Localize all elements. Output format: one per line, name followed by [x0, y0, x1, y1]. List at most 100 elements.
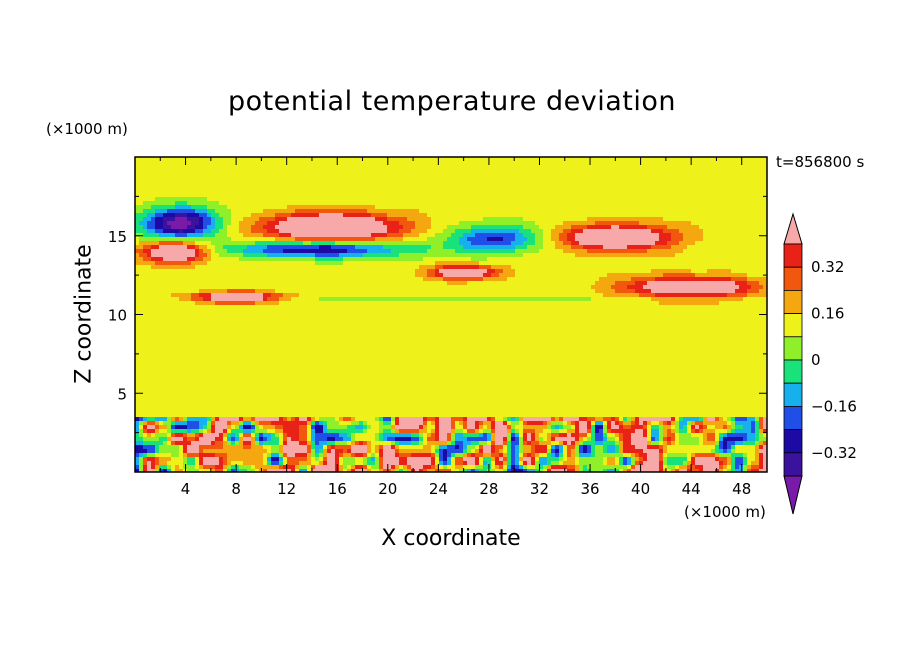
heatmap-cell [167, 209, 195, 213]
heatmap-cell [427, 421, 431, 425]
heatmap-cell [243, 421, 251, 425]
heatmap-cell [451, 453, 455, 457]
heatmap-cell [163, 225, 171, 229]
heatmap-cell [447, 449, 463, 453]
heatmap-cell [135, 273, 415, 277]
heatmap-cell [651, 421, 659, 425]
heatmap-cell [163, 257, 187, 261]
heatmap-cell [615, 417, 619, 421]
heatmap-cell [299, 441, 307, 445]
heatmap-cell [155, 197, 207, 201]
heatmap-cell [175, 201, 187, 205]
heatmap-cell [515, 437, 519, 441]
heatmap-cell [595, 221, 639, 225]
heatmap-cell [175, 217, 187, 221]
heatmap-cell [223, 429, 227, 433]
heatmap-cell [279, 297, 291, 301]
heatmap-cell [147, 213, 155, 217]
heatmap-cell [591, 449, 595, 453]
heatmap-cell [695, 461, 719, 465]
heatmap-cell [539, 453, 547, 457]
heatmap-cell [175, 421, 187, 425]
heatmap-cell [595, 289, 615, 293]
heatmap-cell [223, 225, 227, 229]
colorbar-swatch [783, 243, 803, 268]
heatmap-cell [503, 269, 515, 273]
heatmap-cell [651, 425, 659, 429]
heatmap-cell [259, 433, 263, 437]
heatmap-cell [135, 393, 767, 397]
heatmap-cell [675, 433, 679, 437]
heatmap-cell [603, 441, 615, 445]
heatmap-cell [579, 453, 591, 457]
heatmap-cell [567, 433, 571, 437]
heatmap-cell [659, 445, 663, 449]
heatmap-cell [227, 421, 231, 425]
heatmap-cell [291, 437, 299, 441]
heatmap-cell [135, 289, 199, 293]
heatmap-cell [675, 441, 679, 445]
heatmap-cell [143, 425, 147, 429]
heatmap-cell [347, 433, 351, 437]
heatmap-cell [571, 241, 579, 245]
heatmap-cell [163, 441, 167, 445]
heatmap-cell [603, 421, 607, 425]
heatmap-cell [159, 233, 175, 237]
heatmap-cell [215, 421, 227, 425]
heatmap-cell [135, 337, 767, 341]
heatmap-cell [495, 445, 503, 449]
heatmap-cell [383, 461, 399, 465]
heatmap-cell [211, 469, 215, 472]
heatmap-cell [211, 441, 215, 445]
heatmap-cell [531, 437, 535, 441]
heatmap-cell [243, 445, 251, 449]
heatmap-cell [547, 453, 551, 457]
heatmap-cell [755, 417, 759, 421]
heatmap-cell [183, 449, 187, 453]
heatmap-cell [163, 217, 175, 221]
heatmap-cell [431, 221, 459, 225]
heatmap-cell [299, 469, 307, 472]
heatmap-cell [479, 421, 483, 425]
heatmap-cell [255, 465, 279, 469]
heatmap-cell [215, 425, 227, 429]
heatmap-cell [579, 241, 655, 245]
heatmap-cell [171, 429, 187, 433]
heatmap-cell [751, 465, 759, 469]
heatmap-cell [427, 269, 435, 273]
heatmap-cell [659, 233, 671, 237]
heatmap-cell [215, 429, 223, 433]
heatmap-cell [279, 221, 383, 225]
heatmap-cell [479, 433, 483, 437]
heatmap-cell [259, 441, 263, 445]
heatmap-cell [135, 293, 171, 297]
heatmap-cell [263, 453, 267, 457]
heatmap-cell [447, 437, 451, 441]
heatmap-cell [235, 441, 239, 445]
heatmap-cell [731, 429, 735, 433]
heatmap-cell [139, 429, 143, 433]
heatmap-cell [459, 421, 463, 425]
heatmap-cell [147, 221, 155, 225]
heatmap-cell [535, 433, 539, 437]
heatmap-cell [135, 341, 767, 345]
heatmap-cell [143, 457, 147, 461]
heatmap-cell [135, 325, 767, 329]
heatmap-cell [211, 217, 215, 221]
heatmap-cell [575, 445, 579, 449]
heatmap-cell [215, 217, 223, 221]
heatmap-cell [607, 445, 615, 449]
heatmap-cell [135, 261, 155, 265]
heatmap-cell [187, 245, 195, 249]
heatmap-cell [547, 433, 551, 437]
heatmap-cell [371, 453, 375, 457]
heatmap-cell [315, 253, 339, 257]
heatmap-cell [343, 213, 371, 217]
heatmap-cell [607, 437, 615, 441]
heatmap-cell [183, 417, 187, 421]
heatmap-cell [703, 417, 707, 421]
heatmap-cell [187, 437, 195, 441]
heatmap-cell [731, 461, 735, 465]
heatmap-cell [691, 425, 695, 429]
heatmap-cell [719, 417, 723, 421]
